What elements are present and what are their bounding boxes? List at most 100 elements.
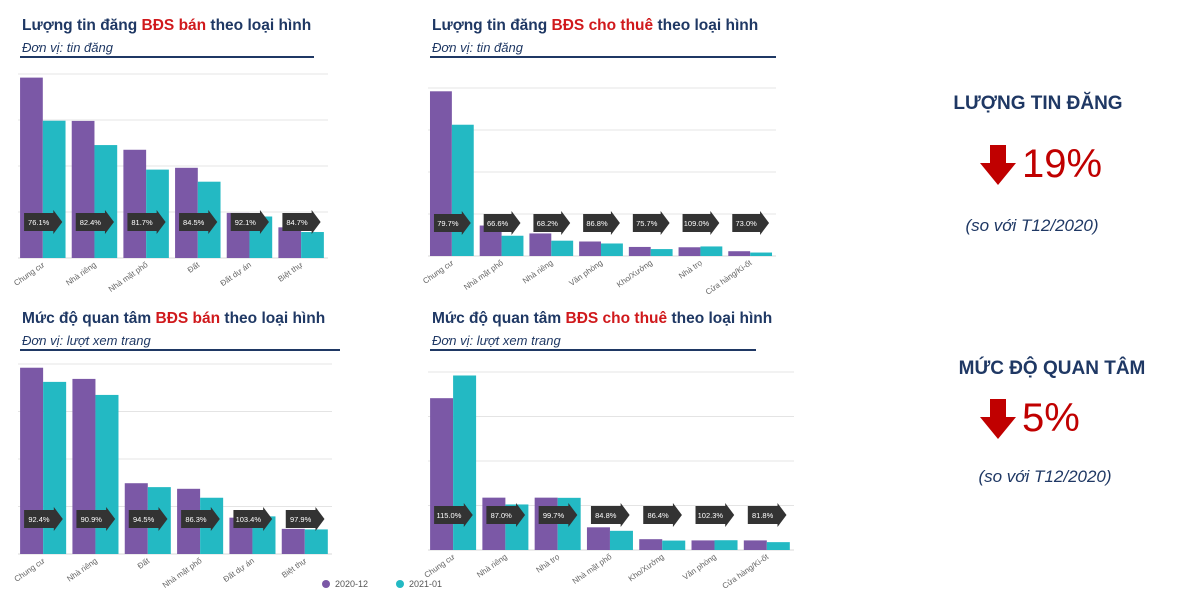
panel-title-rent-listings: Lượng tin đăng BĐS cho thuê theo loại hì… — [432, 17, 758, 35]
bar-2020-12 — [20, 367, 44, 554]
x-tick-label: Văn phòng — [681, 552, 718, 582]
ratio-arrow-icon — [76, 507, 116, 531]
ratio-label: 79.7% — [437, 219, 459, 228]
ratio-label: 94.5% — [133, 515, 155, 524]
ratio-label: 102.3% — [698, 511, 724, 520]
stat-note-interest: (so với T12/2020) — [978, 467, 1112, 486]
stat-row-interest: 5% — [980, 396, 1080, 441]
ratio-label: 92.1% — [235, 218, 257, 227]
ratio-label: 84.5% — [183, 218, 205, 227]
chart-sale-listings: Chung cư 76.1% Nhà riêng 82.4% Nhà mặt phố 81… — [12, 73, 328, 294]
ratio-label: 90.9% — [81, 515, 103, 524]
chart-rent-interest: Chung cư 115.0% Nhà riêng 87.0% Nhà trọ 99.7%… — [423, 371, 794, 591]
ratio-arrow-icon — [732, 211, 770, 235]
ratio-label: 75.7% — [636, 219, 658, 228]
x-tick-label: Kho/Xưởng — [615, 258, 654, 289]
bar-2021-01 — [601, 243, 623, 256]
ratio-arrow-icon — [282, 210, 321, 234]
panel-title-text: theo loại hình — [206, 17, 312, 34]
legend-item-2020-12: 2020-12 — [322, 579, 368, 589]
bar-2021-01 — [551, 240, 574, 256]
ratio-arrow-icon — [483, 211, 521, 235]
bar-2021-01 — [609, 530, 633, 550]
ratio-label: 86.4% — [647, 511, 669, 520]
down-arrow-icon — [980, 398, 1016, 439]
bar-2021-01 — [95, 394, 119, 554]
stat-value-listings: 19% — [1022, 142, 1103, 186]
bar-2020-12 — [281, 528, 305, 554]
x-tick-label: Biệt thự — [276, 260, 305, 284]
panel-title-highlight: BĐS cho thuê — [551, 17, 654, 34]
bar-2021-01 — [301, 232, 324, 258]
panel-title-text: Lượng tin đăng — [432, 17, 552, 34]
ratio-arrow-icon — [643, 503, 682, 527]
stat-title-listings: LƯỢNG TIN ĐĂNG — [953, 93, 1123, 114]
bar-2021-01 — [714, 540, 738, 550]
x-tick-label: Chung cư — [13, 556, 47, 584]
legend-item-2021-01: 2021-01 — [396, 579, 442, 589]
ratio-label: 99.7% — [543, 511, 565, 520]
ratio-label: 82.4% — [80, 218, 102, 227]
ratio-label: 81.7% — [131, 218, 153, 227]
x-tick-label: Đất dự án — [222, 556, 256, 584]
bar-2021-01 — [451, 124, 474, 256]
title-underline — [20, 56, 314, 58]
panel-unit-rent-listings: Đơn vị: tin đăng — [432, 40, 523, 55]
ratio-arrow-icon — [533, 211, 571, 235]
x-tick-label: Đất dự án — [219, 260, 253, 288]
panel-title-text: theo loại hình — [220, 310, 326, 327]
x-tick-label: Nhà mặt phố — [571, 552, 614, 586]
ratio-label: 87.0% — [491, 511, 513, 520]
ratio-label: 84.8% — [595, 511, 617, 520]
chart-sale-interest: Chung cư 92.4% Nhà riêng 90.9% Đất 94.5% Nhà m… — [13, 363, 332, 590]
panel-title-text: Mức độ quan tâm — [432, 310, 566, 327]
x-tick-label: Nhà trọ — [534, 552, 561, 575]
ratio-arrow-icon — [433, 211, 471, 235]
ratio-arrow-icon — [583, 211, 620, 235]
panel-title-highlight: BĐS cho thuê — [565, 310, 668, 327]
title-underline — [20, 349, 340, 351]
bar-2020-12 — [123, 149, 147, 258]
ratio-arrow-icon — [486, 503, 526, 527]
stat-title-interest: MỨC ĐỘ QUAN TÂM — [958, 358, 1146, 379]
ratio-arrow-icon — [179, 210, 218, 234]
ratio-label: 76.1% — [28, 218, 50, 227]
x-tick-label: Cửa hàng/Ki-ốt — [704, 258, 754, 297]
ratio-arrow-icon — [230, 210, 269, 234]
panel-title-highlight: BĐS bán — [155, 310, 221, 327]
panel-title-text: Mức độ quan tâm — [22, 310, 156, 327]
ratio-arrow-icon — [24, 210, 63, 234]
ratio-arrow-icon — [538, 503, 578, 527]
ratio-arrow-icon — [127, 210, 166, 234]
bar-2020-12 — [678, 247, 701, 256]
legend-label: 2020-12 — [335, 579, 369, 589]
ratio-arrow-icon — [285, 507, 325, 531]
ratio-label: 109.0% — [684, 219, 710, 228]
bar-2021-01 — [700, 246, 723, 256]
panel-unit-rent-interest: Đơn vị: lượt xem trang — [432, 333, 561, 348]
x-tick-label: Nhà riêng — [475, 552, 509, 579]
x-tick-label: Nhà mặt phố — [161, 556, 204, 590]
bar-2020-12 — [743, 540, 767, 550]
ratio-arrow-icon — [181, 507, 220, 531]
bar-2020-12 — [628, 246, 651, 256]
ratio-label: 115.0% — [436, 511, 461, 520]
bar-2020-12 — [728, 251, 751, 256]
bar-2020-12 — [529, 233, 552, 256]
ratio-label: 73.0% — [736, 219, 758, 228]
bar-2020-12 — [586, 527, 610, 550]
ratio-arrow-icon — [24, 507, 63, 531]
ratio-arrow-icon — [75, 210, 114, 234]
x-tick-label: Nhà riêng — [521, 258, 555, 285]
bar-2021-01 — [766, 542, 790, 550]
bar-2020-12 — [579, 241, 602, 256]
ratio-label: 81.8% — [752, 511, 774, 520]
panel-title-text: Lượng tin đăng — [22, 17, 142, 34]
bar-2021-01 — [650, 249, 673, 256]
ratio-label: 86.3% — [185, 515, 207, 524]
ratio-label: 103.4% — [236, 515, 262, 524]
x-tick-label: Kho/Xưởng — [627, 552, 666, 583]
panel-title-highlight: BĐS bán — [141, 17, 207, 34]
bar-2020-12 — [175, 167, 198, 258]
down-arrow-icon — [980, 144, 1016, 185]
